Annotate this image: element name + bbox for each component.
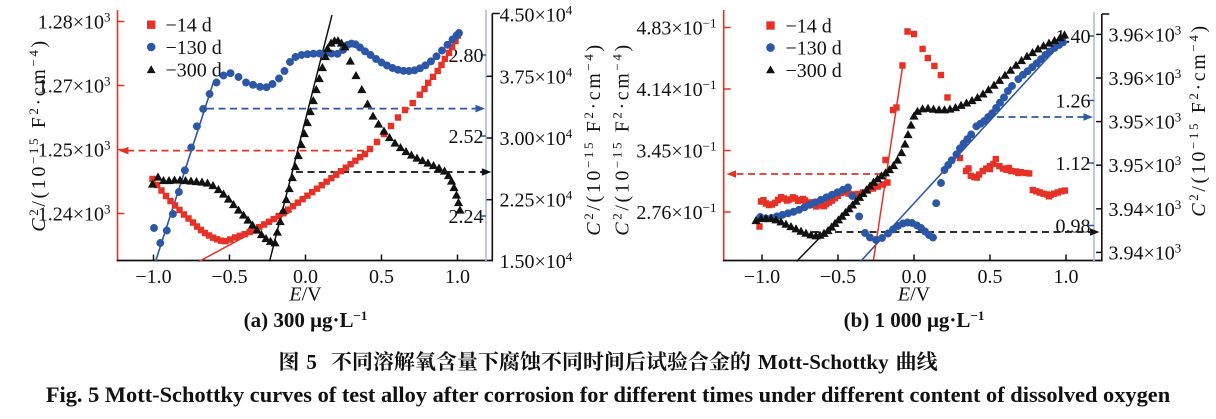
svg-text:2.52: 2.52 — [449, 126, 484, 148]
svg-text:1.27×103: 1.27×103 — [38, 74, 111, 98]
svg-text:0.0: 0.0 — [293, 266, 318, 288]
svg-text:E/V: E/V — [288, 284, 322, 306]
svg-text:3.95×103: 3.95×103 — [1109, 153, 1182, 177]
svg-text:Mott-Schottky: Mott-Schottky — [758, 350, 889, 374]
svg-text:1.24×103: 1.24×103 — [38, 202, 111, 226]
svg-text:0.0: 0.0 — [902, 266, 927, 288]
svg-text:−300 d: −300 d — [786, 60, 842, 82]
svg-text:C2/(10−15 F2·cm−4): C2/(10−15 F2·cm−4) — [610, 42, 634, 235]
svg-text:4.83×10−1: 4.83×10−1 — [636, 16, 716, 40]
svg-text:1.12: 1.12 — [1056, 153, 1091, 175]
svg-text:−14 d: −14 d — [166, 15, 212, 37]
svg-text:E/V: E/V — [897, 284, 931, 306]
svg-text:0.98: 0.98 — [1056, 216, 1091, 238]
svg-text:1.50×104: 1.50×104 — [500, 249, 573, 273]
svg-text:1.0: 1.0 — [1054, 266, 1079, 288]
svg-text:4.14×10−1: 4.14×10−1 — [636, 77, 716, 101]
svg-text:1.0: 1.0 — [445, 266, 470, 288]
svg-text:−1.0: −1.0 — [135, 266, 171, 288]
svg-text:3.75×104: 3.75×104 — [500, 64, 573, 88]
svg-text:−130 d: −130 d — [166, 37, 222, 59]
svg-text:C2/(10−15 F2·cm−4): C2/(10−15 F2·cm−4) — [581, 42, 605, 235]
svg-text:C2/(10−15 F2·cm−4): C2/(10−15 F2·cm−4) — [1186, 23, 1210, 216]
svg-text:3.96×103: 3.96×103 — [1109, 22, 1182, 46]
svg-text:2.80: 2.80 — [449, 45, 484, 67]
svg-text:0.5: 0.5 — [369, 266, 394, 288]
svg-text:4.50×104: 4.50×104 — [500, 3, 573, 27]
svg-text:1.25×103: 1.25×103 — [38, 138, 111, 162]
svg-text:3.45×10−1: 3.45×10−1 — [636, 139, 716, 163]
svg-text:3.94×103: 3.94×103 — [1109, 197, 1182, 221]
svg-text:5: 5 — [306, 350, 317, 374]
svg-text:(b) 1 000 μg·L−1: (b) 1 000 μg·L−1 — [844, 308, 985, 332]
svg-text:−1.0: −1.0 — [744, 266, 780, 288]
svg-text:−14 d: −14 d — [786, 15, 832, 37]
svg-text:Fig. 5 Mott-Schottky curves: Fig. 5 Mott-Schottky curves of test allo… — [46, 382, 1171, 407]
svg-text:2.25×104: 2.25×104 — [500, 188, 573, 212]
svg-text:2.76×10−1: 2.76×10−1 — [636, 200, 716, 224]
svg-text:3.96×103: 3.96×103 — [1109, 66, 1182, 90]
svg-text:−300 d: −300 d — [166, 60, 222, 82]
svg-text:−130 d: −130 d — [786, 38, 842, 60]
svg-text:−0.5: −0.5 — [820, 266, 856, 288]
svg-text:−0.5: −0.5 — [211, 266, 247, 288]
svg-text:2.24: 2.24 — [449, 206, 484, 228]
svg-text:0.5: 0.5 — [978, 266, 1003, 288]
svg-text:1.28×103: 1.28×103 — [38, 10, 111, 34]
svg-text:3.94×103: 3.94×103 — [1109, 240, 1182, 264]
svg-text:1.26: 1.26 — [1056, 91, 1091, 113]
svg-text:3.95×103: 3.95×103 — [1109, 110, 1182, 134]
svg-text:3.00×104: 3.00×104 — [500, 126, 573, 150]
svg-text:C2/(10−15 F2·cm−4): C2/(10−15 F2·cm−4) — [26, 38, 50, 231]
svg-text:(a) 300 μg·L−1: (a) 300 μg·L−1 — [244, 308, 368, 332]
